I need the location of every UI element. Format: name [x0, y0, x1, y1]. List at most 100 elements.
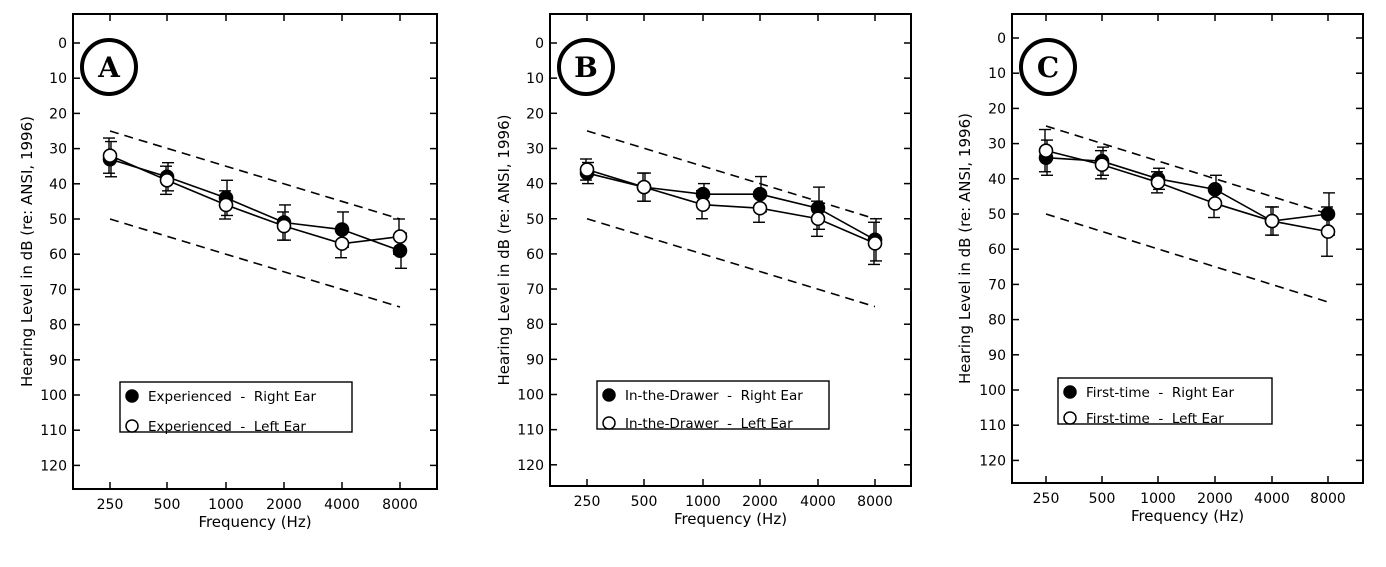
data-point-right-ear [334, 222, 350, 237]
x-tick-label: 250 [97, 497, 124, 513]
panel-label: B [574, 51, 598, 84]
data-point-left-ear [695, 197, 711, 212]
data-point-left-ear [579, 162, 595, 177]
y-tick-label: 20 [526, 106, 544, 122]
y-tick-label: 40 [988, 172, 1006, 188]
legend-label: In-the-Drawer - Right Ear [625, 388, 803, 404]
reference-line-lower [109, 218, 401, 308]
y-tick-label: 60 [526, 247, 544, 263]
reference-line-upper [586, 130, 876, 220]
y-tick-label: 10 [49, 71, 67, 87]
series-line-left-ear [109, 154, 401, 245]
data-point-left-ear [1150, 175, 1166, 190]
data-point-right-ear [752, 186, 768, 202]
panel-label-badge [80, 38, 138, 96]
legend-marker [1063, 385, 1077, 399]
panel-label-badge [1019, 38, 1077, 96]
x-tick-label: 4000 [324, 497, 360, 513]
legend-label: Experienced - Right Ear [148, 389, 317, 405]
x-tick-label: 2000 [1197, 491, 1233, 507]
x-tick-label: 1000 [208, 497, 244, 513]
legend-box [1057, 377, 1273, 425]
y-tick-label: 50 [526, 212, 544, 228]
data-point-left-ear [1320, 224, 1336, 239]
y-tick-label: 90 [526, 352, 544, 368]
reference-line-lower [1045, 213, 1329, 303]
data-point-left-ear [867, 236, 883, 251]
x-tick-label: 8000 [382, 497, 418, 513]
y-tick-label: 100 [40, 388, 67, 404]
legend-label: In-the-Drawer - Left Ear [625, 416, 793, 432]
legend-box [596, 380, 830, 430]
y-tick-label: 60 [49, 247, 67, 263]
x-tick-label: 2000 [266, 497, 302, 513]
y-tick-label: 90 [988, 348, 1006, 364]
y-tick-label: 70 [526, 282, 544, 298]
data-point-left-ear [1038, 143, 1054, 158]
reference-line-upper [1045, 125, 1329, 215]
x-tick-label: 500 [631, 494, 658, 510]
y-axis-label: Hearing Level in dB (re: ANSI, 1996) [956, 113, 974, 384]
data-point-left-ear [810, 211, 826, 227]
y-tick-label: 80 [49, 318, 67, 334]
reference-line-lower [586, 217, 876, 308]
panel-label: A [97, 51, 121, 84]
y-tick-label: 0 [535, 36, 544, 52]
y-tick-label: 30 [49, 142, 67, 158]
legend-label: First-time - Left Ear [1086, 411, 1224, 427]
data-point-left-ear [334, 236, 350, 251]
x-axis-label: Frequency (Hz) [1131, 507, 1244, 525]
x-axis-label: Frequency (Hz) [198, 513, 311, 531]
panel-label: C [1037, 51, 1059, 84]
y-tick-label: 120 [40, 458, 67, 474]
y-axis-label: Hearing Level in dB (re: ANSI, 1996) [18, 116, 36, 387]
y-tick-label: 10 [988, 66, 1006, 82]
legend-marker [602, 388, 616, 402]
y-tick-label: 120 [517, 458, 544, 474]
data-point-right-ear [1320, 206, 1336, 222]
y-tick-label: 100 [517, 388, 544, 404]
y-tick-label: 40 [526, 177, 544, 193]
y-tick-label: 50 [49, 212, 67, 228]
legend-marker [125, 419, 139, 433]
y-tick-label: 120 [979, 453, 1006, 469]
legend-marker [1063, 411, 1077, 425]
panel-label-badge [557, 38, 615, 96]
y-tick-label: 30 [988, 137, 1006, 153]
data-point-left-ear [218, 197, 234, 213]
legend-marker [125, 389, 139, 403]
legend-box [119, 381, 353, 433]
y-tick-label: 90 [49, 353, 67, 369]
x-tick-label: 250 [574, 494, 601, 510]
data-point-left-ear [752, 200, 768, 216]
x-tick-label: 4000 [800, 494, 836, 510]
series-line-right-ear [109, 158, 401, 252]
y-axis-label: Hearing Level in dB (re: ANSI, 1996) [495, 115, 513, 386]
y-tick-label: 80 [988, 313, 1006, 329]
data-point-left-ear [102, 148, 118, 163]
y-tick-label: 110 [517, 423, 544, 439]
y-tick-label: 100 [979, 383, 1006, 399]
series-line-left-ear [586, 168, 876, 245]
legend-label: Experienced - Left Ear [148, 419, 306, 435]
data-point-left-ear [276, 218, 292, 234]
x-tick-label: 4000 [1254, 491, 1290, 507]
x-tick-label: 250 [1033, 491, 1060, 507]
x-tick-label: 8000 [1310, 491, 1346, 507]
y-tick-label: 70 [988, 277, 1006, 293]
y-tick-label: 60 [988, 242, 1006, 258]
panel-b: 0 10 20 30 40 50 60 70 80 90 100 110 120 250 500 1000 20… [495, 13, 912, 528]
data-point-left-ear [636, 179, 652, 195]
x-tick-label: 1000 [685, 494, 721, 510]
y-tick-label: 10 [526, 71, 544, 87]
x-tick-label: 1000 [1140, 491, 1176, 507]
y-tick-label: 70 [49, 282, 67, 298]
plot-frame [549, 13, 912, 487]
data-point-left-ear [1207, 196, 1223, 211]
y-tick-label: 0 [58, 36, 67, 52]
data-point-left-ear [1094, 157, 1110, 173]
y-tick-label: 110 [979, 418, 1006, 434]
x-tick-label: 2000 [742, 494, 778, 510]
y-tick-label: 20 [49, 106, 67, 122]
